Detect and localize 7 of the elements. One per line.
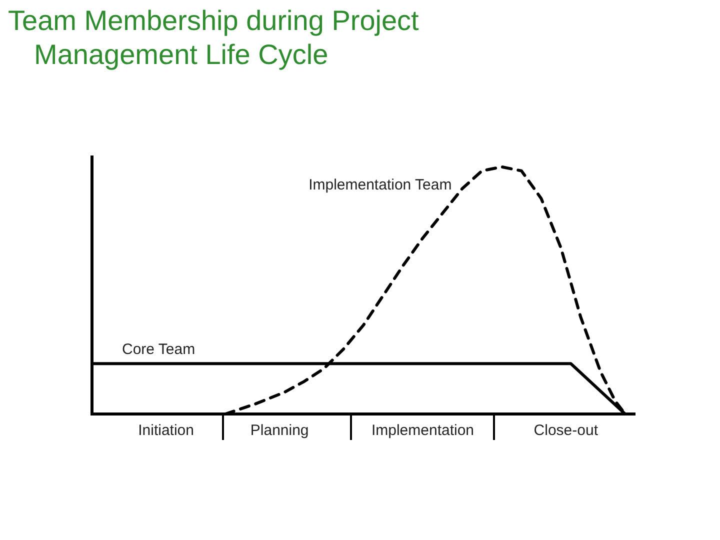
series-label: Core Team	[122, 341, 196, 358]
series-label: Implementation Team	[308, 176, 452, 194]
x-tick-label: Implementation	[371, 422, 474, 440]
x-tick-label: Planning	[250, 422, 309, 440]
x-tick-label: Close-out	[534, 422, 599, 440]
chart-title: Team Membership during Project Management Life Cycle	[8, 4, 420, 72]
x-tick-label: Initiation	[138, 422, 194, 440]
